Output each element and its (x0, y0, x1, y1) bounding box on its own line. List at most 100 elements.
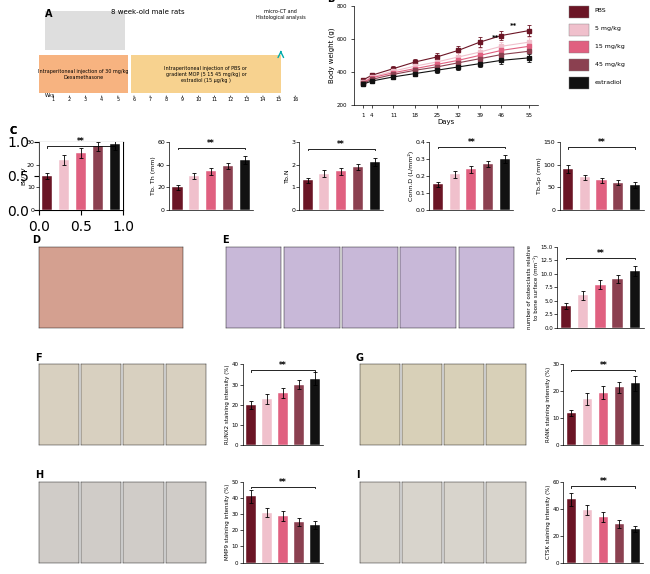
Y-axis label: MMP9 staining intensity (%): MMP9 staining intensity (%) (225, 484, 230, 560)
Bar (278, 393, 287, 445)
Y-axis label: BV/TV: BV/TV (21, 166, 25, 185)
Text: 15: 15 (276, 97, 282, 102)
Bar (614, 183, 623, 210)
Bar (630, 271, 640, 328)
Bar (206, 172, 216, 210)
Bar (483, 164, 493, 210)
Bar (294, 385, 304, 445)
Text: 16: 16 (292, 97, 298, 102)
Bar (630, 185, 640, 210)
Bar (433, 184, 443, 210)
Text: 6: 6 (133, 97, 136, 102)
Text: **: ** (599, 477, 607, 486)
Text: Intraperitoneal injection of 30 mg/kg
Dexamethasone: Intraperitoneal injection of 30 mg/kg De… (38, 69, 129, 80)
Text: D: D (32, 235, 40, 245)
Bar (597, 180, 606, 210)
Text: **: ** (467, 138, 475, 147)
Text: B: B (327, 0, 334, 4)
Text: 2: 2 (68, 97, 71, 102)
Text: A: A (45, 9, 52, 19)
Y-axis label: Tb.Sp (mm): Tb.Sp (mm) (538, 158, 542, 195)
Bar (262, 513, 272, 563)
Text: **: ** (599, 361, 607, 370)
Bar (240, 160, 250, 210)
Text: 8: 8 (164, 97, 168, 102)
Text: 9: 9 (181, 97, 184, 102)
Y-axis label: RANK staining intensity (%): RANK staining intensity (%) (546, 367, 551, 443)
Bar (39, 55, 128, 93)
Text: I: I (356, 470, 359, 480)
Bar (319, 174, 330, 210)
Bar (466, 169, 476, 210)
Text: 4: 4 (100, 97, 103, 102)
Text: estradiol: estradiol (595, 80, 622, 84)
Bar (294, 522, 304, 563)
Bar (42, 176, 53, 210)
Bar (109, 144, 120, 210)
Bar (189, 176, 200, 210)
Text: Intraperitoneal injection of PBS or
gradient MOP (5 15 45 mg/kg) or
estradiol (1: Intraperitoneal injection of PBS or grad… (164, 66, 248, 83)
Text: **: ** (491, 36, 499, 41)
Text: Wks: Wks (45, 93, 55, 98)
Bar (582, 400, 592, 445)
Y-axis label: Conn.D (L/mm²): Conn.D (L/mm²) (408, 151, 414, 201)
Text: 11: 11 (211, 97, 218, 102)
Bar (310, 525, 320, 563)
Text: C: C (10, 126, 17, 137)
Text: PBS: PBS (595, 8, 606, 13)
Bar (370, 162, 380, 210)
Text: C: C (10, 126, 17, 137)
Bar (450, 174, 460, 210)
Bar (353, 167, 363, 210)
Text: **: ** (597, 138, 605, 148)
Bar (580, 177, 590, 210)
Bar (310, 378, 320, 445)
Bar (278, 516, 287, 563)
Text: 13: 13 (244, 97, 250, 102)
Y-axis label: number of osteoclasts relative
to bone surface (mm⁻¹): number of osteoclasts relative to bone s… (527, 245, 540, 329)
Bar (567, 413, 577, 445)
Text: 5 mg/kg: 5 mg/kg (595, 26, 621, 31)
Bar (500, 159, 510, 210)
Text: 14: 14 (260, 97, 266, 102)
Bar (615, 523, 624, 563)
Text: G: G (356, 353, 364, 363)
Bar (560, 306, 571, 328)
Text: micro-CT and
Histological analysis: micro-CT and Histological analysis (256, 9, 306, 20)
Text: **: ** (207, 138, 215, 148)
Text: **: ** (597, 249, 604, 258)
Text: 8 week-old male rats: 8 week-old male rats (111, 9, 185, 15)
Text: **: ** (510, 22, 517, 29)
Bar (303, 180, 313, 210)
Y-axis label: Tb.N: Tb.N (285, 169, 290, 183)
Text: 12: 12 (227, 97, 234, 102)
Text: **: ** (279, 362, 287, 370)
Bar (595, 285, 606, 328)
Bar (336, 172, 346, 210)
Text: **: ** (337, 139, 345, 149)
Y-axis label: Body weight (g): Body weight (g) (328, 28, 335, 83)
Text: 1: 1 (52, 97, 55, 102)
Y-axis label: Tb. Th (mm): Tb. Th (mm) (151, 157, 156, 195)
Y-axis label: RUNX2 staining intensity (%): RUNX2 staining intensity (%) (225, 365, 230, 444)
Bar (599, 517, 608, 563)
Bar (630, 529, 640, 563)
Bar (45, 11, 125, 51)
Bar (563, 169, 573, 210)
Bar (615, 387, 624, 445)
Bar (59, 160, 70, 210)
Y-axis label: CTSK staining intensity (%): CTSK staining intensity (%) (546, 485, 551, 560)
Text: 5: 5 (116, 97, 120, 102)
Bar (246, 497, 255, 563)
Bar (246, 405, 255, 445)
Bar (76, 153, 86, 210)
Text: 10: 10 (196, 97, 202, 102)
Text: 7: 7 (149, 97, 151, 102)
Bar (612, 279, 623, 328)
Text: F: F (35, 353, 42, 363)
Text: **: ** (279, 478, 287, 487)
Bar (223, 166, 233, 210)
Text: 45 mg/kg: 45 mg/kg (595, 62, 625, 67)
Text: E: E (222, 235, 228, 245)
Bar (630, 383, 640, 445)
